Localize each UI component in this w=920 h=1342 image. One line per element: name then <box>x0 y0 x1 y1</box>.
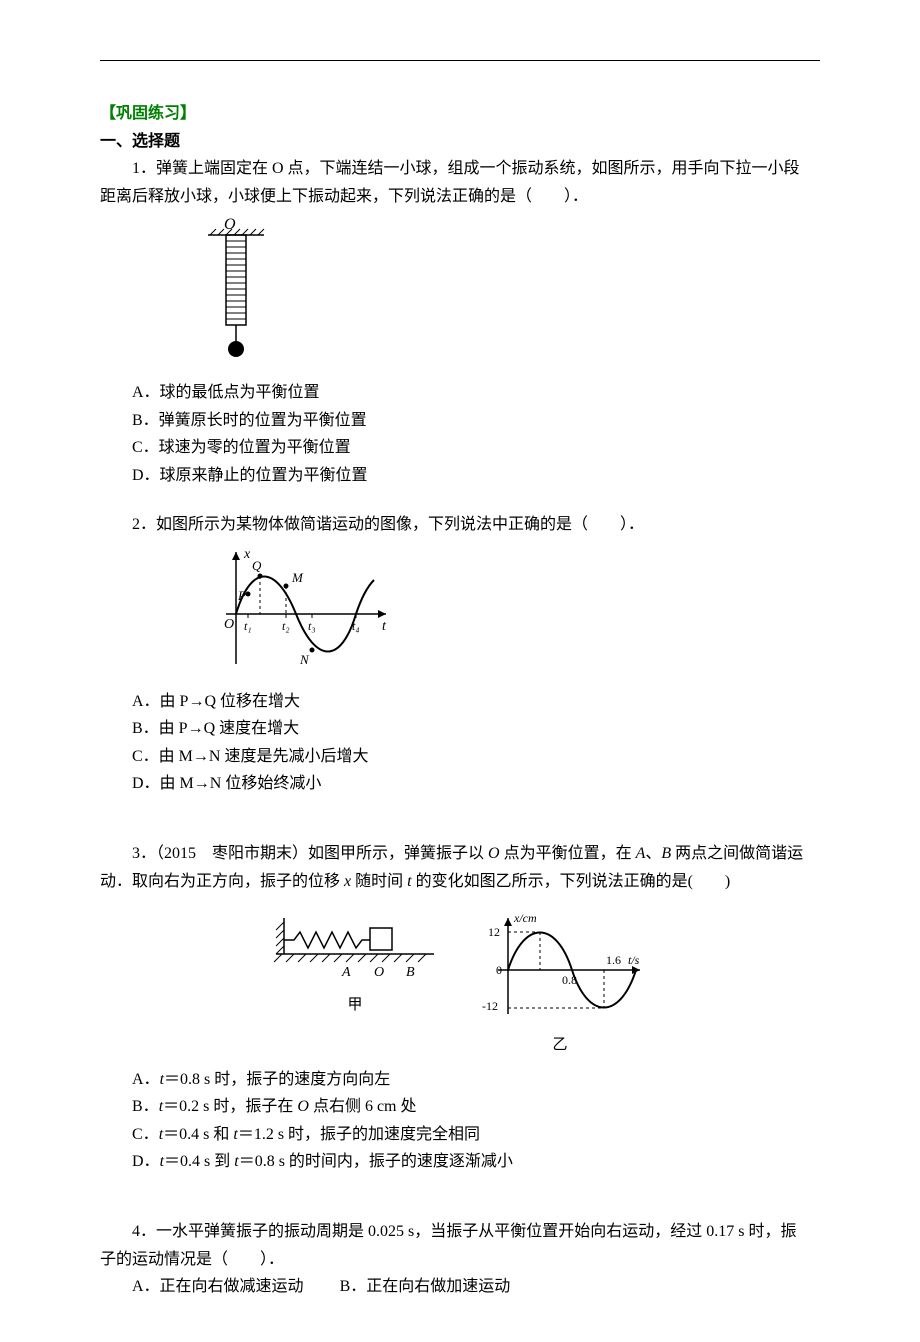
top-rule <box>100 60 820 61</box>
section-tag: 【巩固练习】 <box>100 101 820 127</box>
q3-stem-line1: 3．（2015 枣阳市期末）如图甲所示，弹簧振子以 O 点为平衡位置，在 A、B… <box>100 841 820 867</box>
q3-right-ylabel: x/cm <box>513 911 537 925</box>
q1-stem-line2: 距离后释放小球，小球便上下振动起来，下列说法正确的是（ ）． <box>100 184 820 210</box>
q3-ytick-n12: -12 <box>482 999 498 1013</box>
q2-origin-label: O <box>224 617 234 632</box>
q2-point-Q: Q <box>252 558 262 573</box>
q4-options-row: A．正在向右做减速运动 B．正在向右做加速运动 <box>132 1274 820 1300</box>
q1-option-B: B．弹簧原长时的位置为平衡位置 <box>132 408 820 434</box>
q3-right-xlabel: t/s <box>628 953 640 967</box>
q2-axis-y-label: x <box>243 547 251 562</box>
q4-option-B: B．正在向右做加速运动 <box>340 1274 511 1300</box>
q2-option-B: B．由 P→Q 速度在增大 <box>132 716 820 742</box>
q3-stem-line2: 动．取向右为正方向，振子的位移 x 随时间 t 的变化如图乙所示，下列说法正确的… <box>100 869 820 895</box>
q3-xtick-16: 1.6 <box>606 953 621 967</box>
q3-left-caption: 甲 <box>270 993 440 1017</box>
q4-option-A: A．正在向右做减速运动 <box>132 1274 304 1300</box>
q3-left-label-B: B <box>406 965 415 980</box>
q3-left-label-A: A <box>341 965 351 980</box>
q2-point-M: M <box>291 570 304 585</box>
q3-figure-left: A O B 甲 <box>270 910 440 1017</box>
q3-ytick-0: 0 <box>496 963 502 977</box>
q2-tick-t4: t₄ <box>352 619 360 633</box>
q2-point-P: P <box>237 588 246 603</box>
q2-option-C: C．由 M→N 速度是先减小后增大 <box>132 744 820 770</box>
q1-option-C: C．球速为零的位置为平衡位置 <box>132 435 820 461</box>
q2-option-A: A．由 P→Q 位移在增大 <box>132 689 820 715</box>
q2-point-N: N <box>299 652 310 667</box>
q3-left-label-O: O <box>374 965 384 980</box>
q3-option-D: D．t＝0.4 s 到 t＝0.8 s 的时间内，振子的速度逐渐减小 <box>132 1149 820 1175</box>
q3-option-C: C．t＝0.4 s 和 t＝1.2 s 时，振子的加速度完全相同 <box>132 1122 820 1148</box>
q3-option-B: B．t＝0.2 s 时，振子在 O 点右侧 6 cm 处 <box>132 1094 820 1120</box>
q3-figure-right: x/cm t/s 12 0 -12 0.8 1.6 乙 <box>470 910 650 1057</box>
q2-stem: 2．如图所示为某物体做简谐运动的图像，下列说法中正确的是（ ）． <box>100 512 820 538</box>
q2-tick-t3: t₃ <box>308 619 316 633</box>
q2-figure: x t O P Q M N t₁ t₂ t₃ <box>196 544 820 683</box>
q1-option-D: D．球原来静止的位置为平衡位置 <box>132 463 820 489</box>
q3-xtick-08: 0.8 <box>562 973 577 987</box>
q2-tick-t1: t₁ <box>244 619 252 633</box>
q2-tick-t2: t₂ <box>282 619 290 633</box>
q1-figure: O <box>196 215 820 374</box>
q3-ytick-12: 12 <box>488 925 500 939</box>
q3-right-caption: 乙 <box>470 1033 650 1057</box>
q2-option-D: D．由 M→N 位移始终减小 <box>132 771 820 797</box>
q1-stem-line1: 1．弹簧上端固定在 O 点，下端连结一小球，组成一个振动系统，如图所示，用手向下… <box>100 156 820 182</box>
part-heading: 一、选择题 <box>100 129 820 155</box>
q3-figure-pair: A O B 甲 x/cm t/s 12 0 -12 <box>100 910 820 1057</box>
q3-option-A: A．t＝0.8 s 时，振子的速度方向向左 <box>132 1067 820 1093</box>
q4-stem-line1: 4．一水平弹簧振子的振动周期是 0.025 s，当振子从平衡位置开始向右运动，经… <box>100 1219 820 1245</box>
page-root: 【巩固练习】 一、选择题 1．弹簧上端固定在 O 点，下端连结一小球，组成一个振… <box>0 0 920 1342</box>
q4-stem-line2: 子的运动情况是（ ）． <box>100 1247 820 1273</box>
q2-axis-x-label: t <box>382 619 387 634</box>
q1-option-A: A．球的最低点为平衡位置 <box>132 380 820 406</box>
